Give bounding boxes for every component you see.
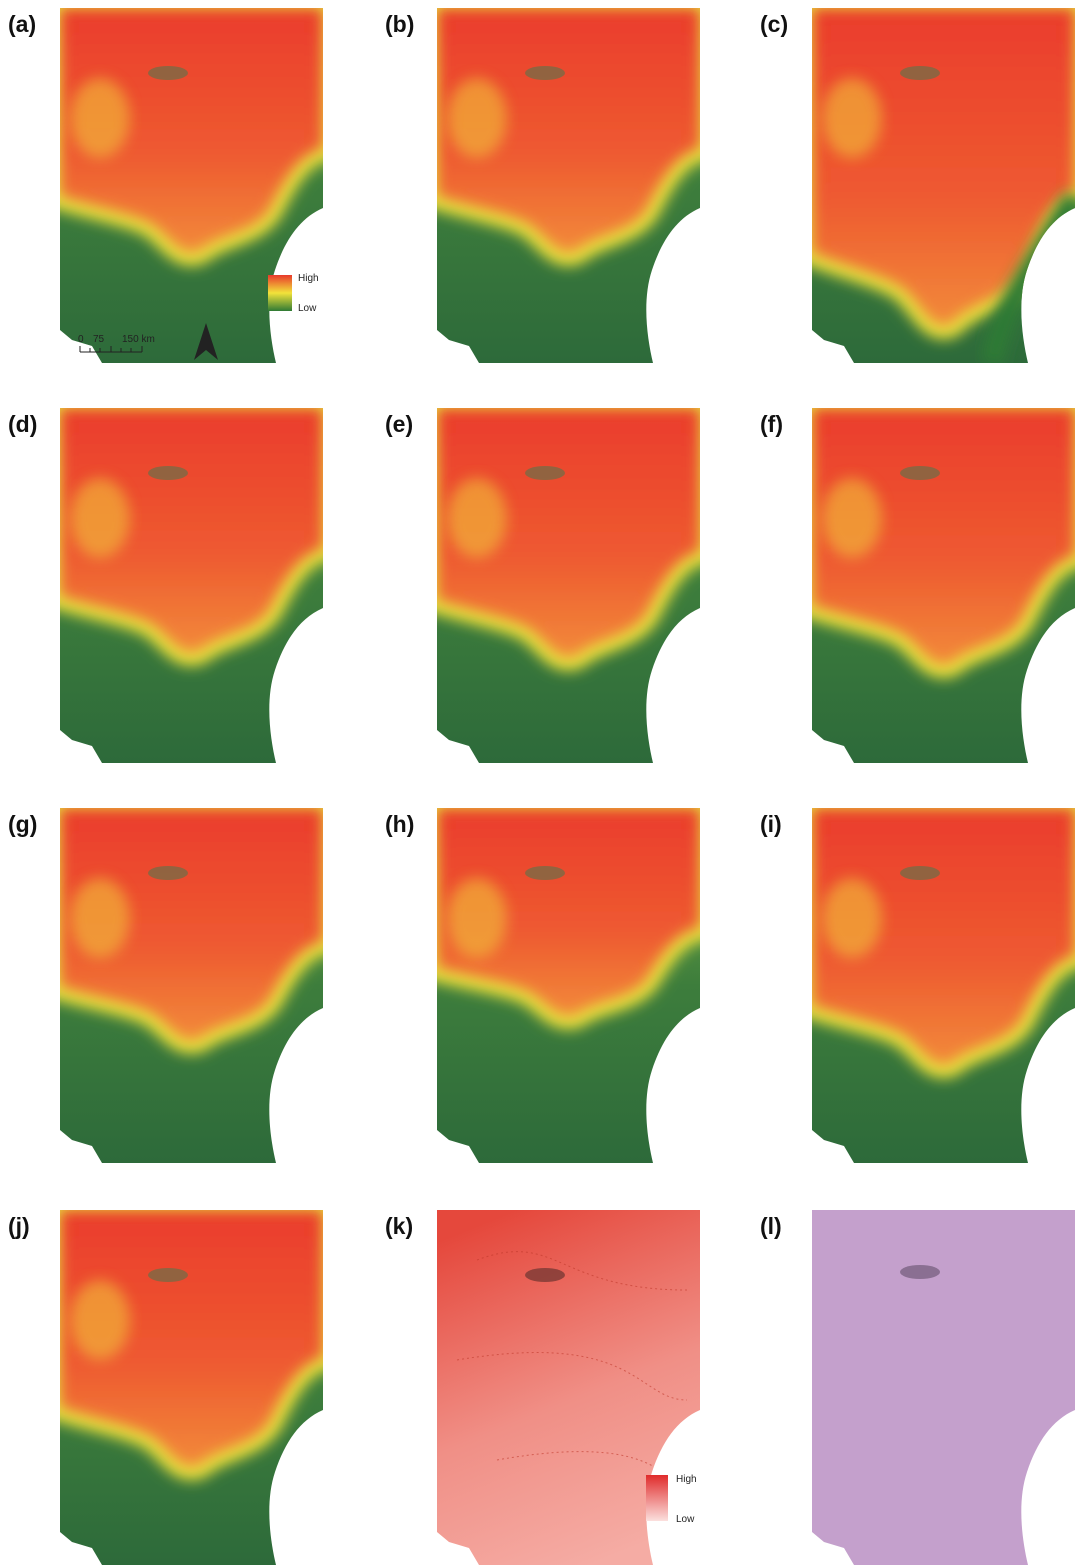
map-area [437, 408, 700, 763]
contour [496, 1451, 688, 1491]
yellow-patch [447, 478, 507, 558]
high-zone [60, 808, 323, 1040]
yellow-patch [70, 1280, 130, 1360]
high-zone [812, 408, 1075, 665]
lake [900, 866, 940, 880]
high-zone [812, 8, 1075, 326]
map-panel [60, 808, 323, 1163]
legend: High Low [646, 1474, 697, 1525]
yellow-patch [70, 878, 130, 958]
map-area [812, 408, 1075, 763]
high-zone [437, 808, 700, 1016]
lake [525, 1268, 565, 1282]
yellow-patch [822, 878, 882, 958]
high-zone [437, 408, 700, 658]
scale-label: 150 km [122, 334, 155, 345]
yellow-patch [447, 78, 507, 158]
map-area [60, 8, 323, 363]
panel-label: (g) [8, 811, 37, 837]
map-panel [812, 8, 1075, 363]
legend-low: Low [676, 1514, 695, 1525]
panel-label: (i) [760, 811, 782, 837]
panel-label: (h) [385, 811, 414, 837]
lake [148, 66, 188, 80]
high-zone [60, 8, 323, 253]
panel-label: (l) [760, 1213, 782, 1239]
yellow-patch [822, 78, 882, 158]
panel-label: (e) [385, 411, 413, 437]
map-area [60, 808, 323, 1163]
lake [525, 866, 565, 880]
high-zone [437, 8, 700, 253]
panel-label: (j) [8, 1213, 30, 1239]
yellow-patch [447, 878, 507, 958]
legend-low: Low [298, 303, 317, 314]
lake [900, 466, 940, 480]
lake [900, 66, 940, 80]
map-panel [60, 8, 323, 363]
scale-line [79, 346, 143, 353]
lake [148, 1268, 188, 1282]
yellow-patch [70, 478, 130, 558]
lake [525, 466, 565, 480]
panel-label: (c) [760, 11, 788, 37]
high-zone [60, 408, 323, 653]
contour [456, 1352, 688, 1401]
map-panel [60, 408, 323, 763]
lake [148, 466, 188, 480]
map-area [812, 1210, 1075, 1565]
north-arrow [194, 323, 218, 360]
map-panel [812, 408, 1075, 763]
legend-high: High [676, 1474, 697, 1485]
map-panel [812, 808, 1075, 1163]
lake [525, 66, 565, 80]
map-panel [437, 8, 700, 363]
map-base [812, 1210, 1075, 1565]
lake [900, 1265, 940, 1279]
legend-ramp [646, 1475, 668, 1521]
panel-label: (b) [385, 11, 414, 37]
scale-bar: 0 75 150 km [78, 334, 155, 353]
legend-ramp [268, 275, 292, 311]
map-area [812, 808, 1075, 1163]
legend: High Low [268, 273, 319, 314]
panel-label: (k) [385, 1213, 413, 1239]
map-area [60, 1210, 323, 1565]
map-area [812, 8, 1075, 363]
high-zone [60, 1210, 323, 1467]
map-area [437, 8, 700, 363]
map-area [60, 408, 323, 763]
map-panel [437, 808, 700, 1163]
legend-high: High [298, 273, 319, 284]
yellow-patch [822, 478, 882, 558]
panel-label: (d) [8, 411, 37, 437]
high-zone [812, 808, 1075, 1065]
map-panel [60, 1210, 323, 1565]
map-panel [812, 1210, 1075, 1565]
yellow-patch [70, 78, 130, 158]
lake [148, 866, 188, 880]
map-area [437, 808, 700, 1163]
map-panel [437, 408, 700, 763]
scale-label: 0 [78, 334, 84, 345]
scale-label: 75 [93, 334, 105, 345]
panel-label: (a) [8, 11, 36, 37]
panel-label: (f) [760, 411, 783, 437]
